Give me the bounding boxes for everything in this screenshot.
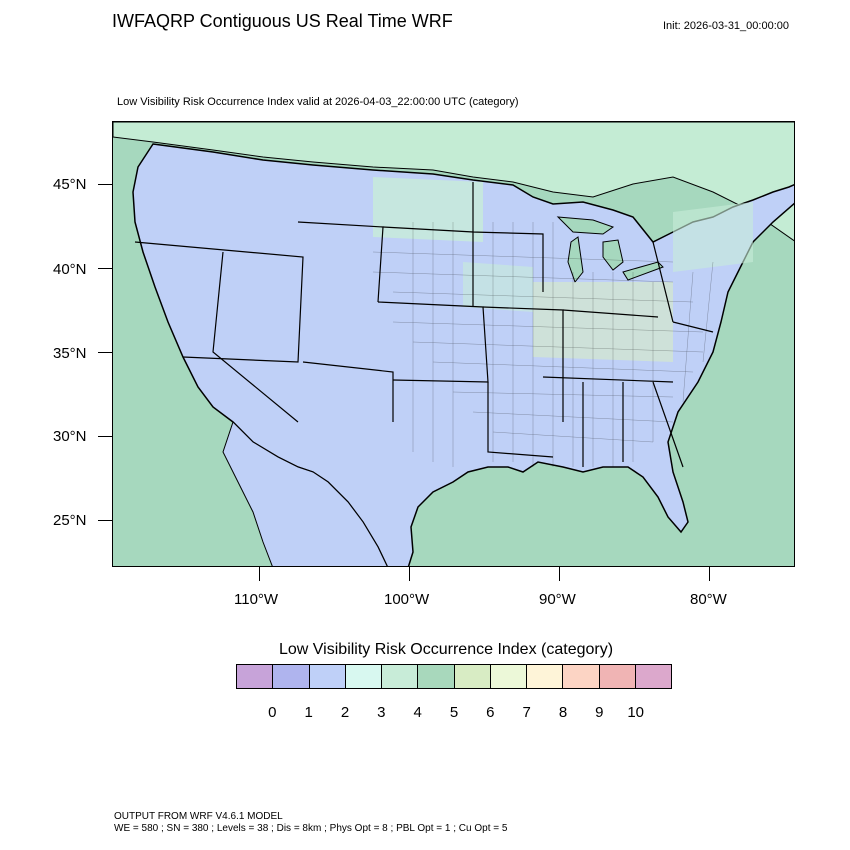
map-panel [112,121,795,567]
colorbar-swatch [599,665,636,688]
category-patch-iowa [463,262,533,312]
colorbar-swatch [345,665,382,688]
colorbar-swatch [563,665,600,688]
lon-tick [709,567,710,581]
colorbar-label: 1 [304,704,313,721]
colorbar-swatch [237,665,274,688]
figure-title: IWFAQRP Contiguous US Real Time WRF [112,11,453,31]
lat-tick [98,352,112,353]
plot-subtitle: Low Visibility Risk Occurrence Index val… [117,96,519,108]
category-patch-north-plains [373,177,483,242]
colorbar-label: 5 [449,704,459,721]
init-time-label: Init: 2026-03-31_00:00:00 [663,20,789,32]
lake-superior [556,216,615,235]
colorbar-label: 0 [268,704,277,721]
category-patch-ohio-valley [533,282,673,362]
lon-label-100w: 100°W [384,591,430,608]
colorbar-label: 8 [558,704,568,721]
colorbar-label: 4 [413,704,422,721]
lat-label-30n: 30°N [53,428,87,445]
county-borders [372,222,714,467]
us-map-canvas [113,122,794,566]
colorbar-swatch [635,665,671,688]
colorbar-swatch [418,665,455,688]
mexico-landmass [222,421,388,566]
lon-tick [559,567,560,581]
lat-label-35n: 35°N [53,345,87,362]
lat-label-40n: 40°N [53,261,87,278]
footer-settings-line: WE = 580 ; SN = 380 ; Levels = 38 ; Dis … [114,823,508,834]
colorbar-swatch [309,665,346,688]
colorbar-label: 2 [340,704,350,721]
lon-label-80w: 80°W [690,591,727,608]
lat-label-25n: 25°N [53,512,87,529]
colorbar-swatch [382,665,419,688]
colorbar-label: 3 [377,704,386,721]
lake-huron [602,239,624,271]
legend-title: Low Visibility Risk Occurrence Index (ca… [279,641,614,658]
colorbar-swatch [273,665,310,688]
lat-label-45n: 45°N [53,176,87,193]
colorbar-swatch [527,665,564,688]
colorbar-label: 10 [627,704,644,721]
colorbar [236,664,672,689]
colorbar-label: 6 [486,704,495,721]
colorbar-label: 9 [595,704,604,721]
lat-tick [98,184,112,185]
lon-tick [409,567,410,581]
lon-label-110w: 110°W [234,591,279,608]
category-patch-northeast [673,202,753,272]
lon-tick [259,567,260,581]
lat-tick [98,520,112,521]
colorbar-label: 7 [522,704,531,721]
lat-tick [98,436,112,437]
colorbar-swatch [454,665,491,688]
lat-tick [98,268,112,269]
lon-label-90w: 90°W [539,591,576,608]
colorbar-swatch [490,665,527,688]
footer-model-line: OUTPUT FROM WRF V4.6.1 MODEL [114,811,283,822]
